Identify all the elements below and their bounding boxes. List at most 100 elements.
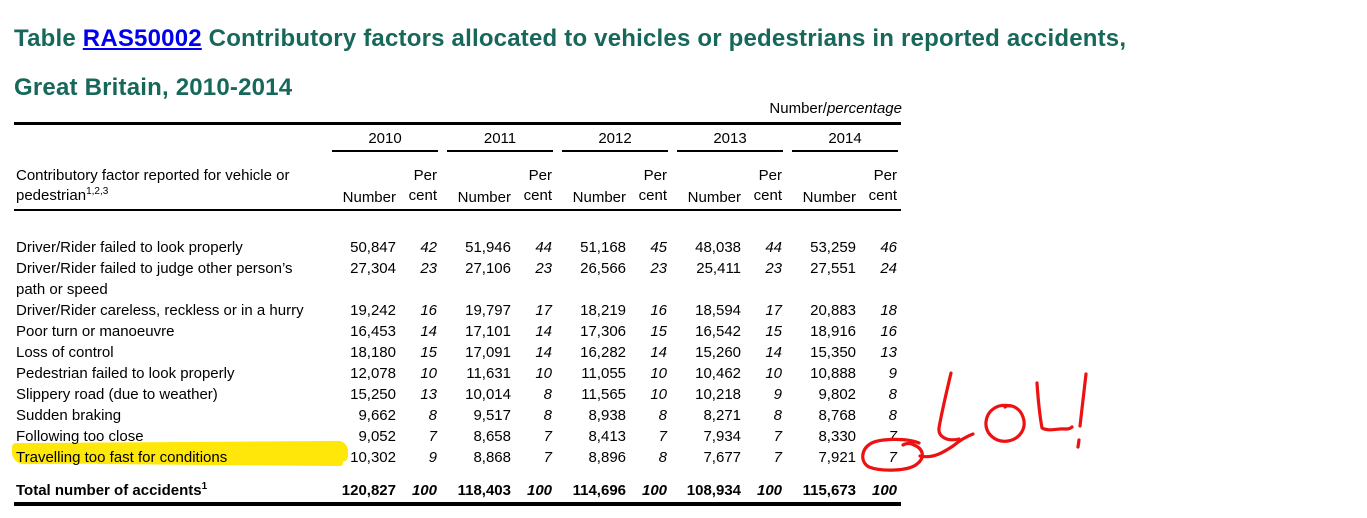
percent-cell: 14 (420, 323, 437, 340)
number-cell: 9,052 (358, 428, 396, 445)
factor-cell: Pedestrian failed to look properly (16, 365, 235, 382)
number-cell: 8,896 (588, 449, 627, 466)
number-cell: 51,946 (465, 239, 511, 256)
number-cell: 11,055 (581, 365, 627, 382)
pen-letter-L2 (1035, 381, 1074, 432)
factor-cell: Loss of control (16, 344, 114, 361)
table-row: Slippery road (due to weather) 15,250 13 10… (14, 384, 901, 405)
total-row: Total number of accidents1 120,827 100 118,… (14, 480, 901, 504)
percent-cell: 23 (420, 260, 437, 277)
percent-cell: 23 (535, 260, 553, 277)
number-cell: 18,594 (695, 302, 742, 319)
number-cell: 15,260 (695, 344, 742, 361)
number-cell: 9,517 (473, 407, 511, 424)
percent-cell: 9 (428, 449, 437, 466)
percent-cell: 10 (420, 365, 437, 382)
percent-cell: 7 (543, 449, 553, 466)
percent-cell: 7 (888, 449, 898, 466)
percent-cell: 8 (658, 449, 668, 466)
number-cell: 48,038 (695, 239, 742, 256)
factor-header-line2: pedestrian (16, 187, 87, 204)
title-line-2: Great Britain, 2010-2014 (14, 74, 293, 101)
factor-cell: Driver/Rider failed to judge other perso… (16, 260, 293, 298)
percent-cell: 10 (650, 386, 668, 403)
number-cell: 11,565 (581, 386, 627, 403)
number-cell: 19,797 (465, 302, 511, 319)
percent-cell: 17 (765, 302, 783, 319)
year-header-2014: 2014 (786, 124, 901, 152)
number-cell: 16,542 (695, 323, 742, 340)
percent-cell: 14 (535, 344, 553, 361)
column-header-row: Number Per cent Number Per cent Number Per… (14, 152, 902, 211)
factor-cell: Driver/Rider careless, reckless or in a … (16, 302, 304, 319)
number-cell: 10,462 (695, 365, 742, 382)
table-row: Driver/Rider careless, reckless or in a … (14, 300, 901, 321)
table-body: Driver/Rider failed to look properly 50,8… (14, 210, 901, 504)
pen-exclamation-stem (1078, 372, 1088, 428)
number-cell: 7,934 (703, 428, 742, 445)
number-cell: 25,411 (696, 260, 742, 277)
number-column-header: Number (556, 152, 631, 211)
percent-cell: 7 (888, 428, 898, 445)
number-cell: 8,330 (818, 428, 857, 445)
pen-letter-L1 (937, 371, 961, 442)
number-cell: 51,168 (580, 239, 627, 256)
number-cell: 8,413 (588, 428, 627, 445)
percent-cell: 7 (543, 428, 553, 445)
percent-cell: 8 (543, 407, 553, 424)
page-title: Table RAS50002 Contributory factors allo… (14, 14, 1359, 112)
number-cell: 27,106 (465, 260, 511, 277)
number-cell: 120,827 (341, 482, 396, 499)
percent-cell: 44 (535, 239, 553, 256)
number-column-header: Number (671, 152, 746, 211)
number-cell: 10,888 (810, 365, 857, 382)
number-cell: 118,403 (457, 482, 511, 499)
spacer-row (14, 210, 901, 237)
percent-cell: 42 (420, 239, 437, 256)
number-cell: 19,242 (350, 302, 396, 319)
percent-column-header: Per cent (745, 152, 787, 211)
pen-exclamation-dot (1076, 438, 1081, 449)
number-cell: 18,219 (580, 302, 627, 319)
percent-cell: 9 (888, 365, 898, 382)
percent-cell: 8 (658, 407, 668, 424)
percent-cell: 9 (773, 386, 783, 403)
table-row: Pedestrian failed to look properly 12,078… (14, 363, 901, 384)
percent-cell: 100 (871, 482, 898, 499)
title-line-1: Table RAS50002 Contributory factors allo… (14, 14, 1359, 63)
pen-connector-stroke (918, 432, 975, 459)
percent-column-header: Per cent (515, 152, 557, 211)
number-cell: 20,883 (810, 302, 857, 319)
percent-cell: 16 (650, 302, 668, 319)
percent-cell: 14 (650, 344, 668, 361)
factor-cell: Travelling too fast for conditions (16, 449, 228, 466)
year-header-2012: 2012 (556, 124, 671, 152)
number-cell: 50,847 (350, 239, 396, 256)
number-cell: 108,934 (686, 482, 742, 499)
percent-cell: 14 (535, 323, 553, 340)
percent-cell: 10 (535, 365, 553, 382)
table-id-link[interactable]: RAS50002 (82, 25, 202, 52)
number-cell: 8,658 (473, 428, 511, 445)
percent-cell: 15 (420, 344, 437, 361)
number-cell: 15,250 (350, 386, 396, 403)
factor-cell: Following too close (16, 428, 144, 445)
number-cell: 8,868 (473, 449, 511, 466)
percent-cell: 8 (888, 407, 898, 424)
number-cell: 16,282 (580, 344, 627, 361)
factor-cell: Driver/Rider failed to look properly (16, 239, 243, 256)
table-row: Driver/Rider failed to look properly 50,8… (14, 237, 901, 258)
percent-cell: 13 (420, 386, 437, 403)
unit-label: Number/percentage (14, 100, 902, 117)
factor-cell: Total number of accidents1 (16, 481, 208, 500)
table-row: Following too close 9,052 7 8,658 7 8,413 7 7,9… (14, 426, 901, 447)
number-cell: 9,662 (358, 407, 396, 424)
table-row: Sudden braking 9,662 8 9,517 8 8,938 8 8,271 8 8,… (14, 405, 901, 426)
percent-cell: 7 (773, 428, 783, 445)
number-cell: 11,631 (466, 365, 511, 382)
percent-cell: 24 (880, 260, 898, 277)
number-cell: 15,350 (810, 344, 857, 361)
factor-cell: Slippery road (due to weather) (16, 386, 218, 403)
percent-cell: 10 (765, 365, 783, 382)
